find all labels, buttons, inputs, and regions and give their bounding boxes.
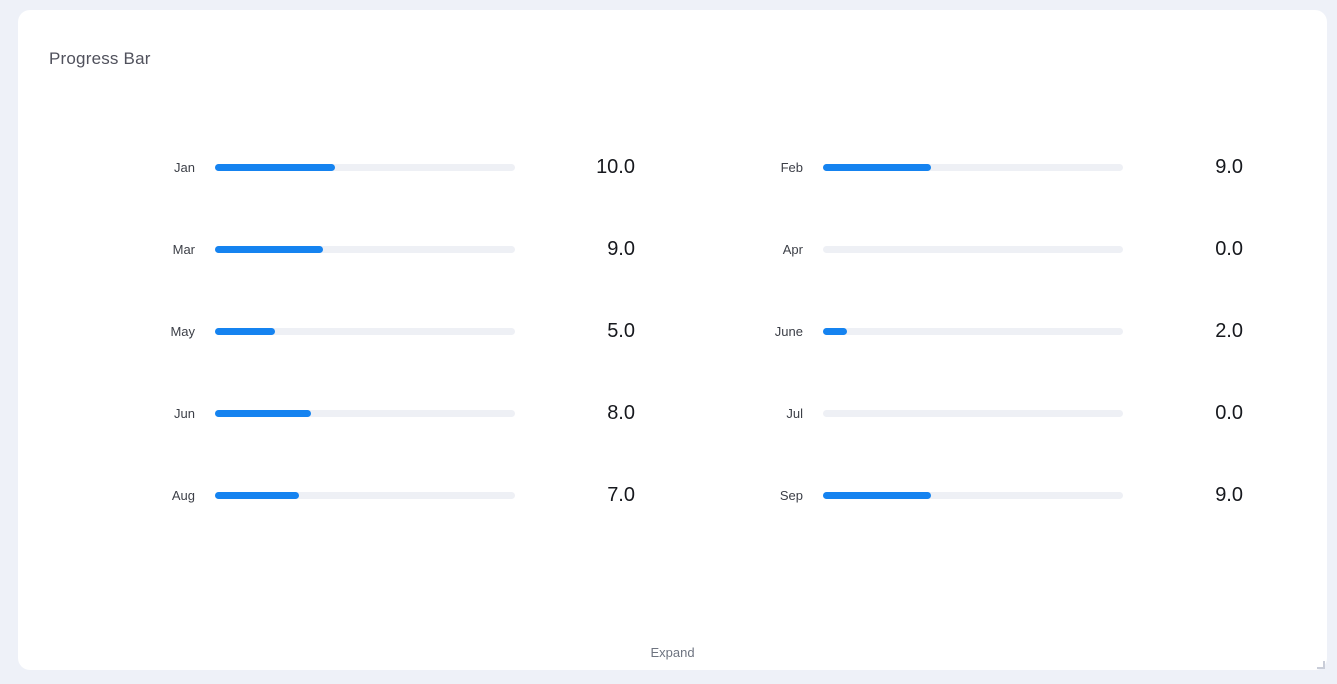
month-label: Feb <box>780 159 803 175</box>
month-label: Jan <box>174 159 195 175</box>
progress-value: 0.0 <box>1215 237 1243 260</box>
resize-handle-icon[interactable] <box>1317 661 1325 669</box>
progress-value: 10.0 <box>596 155 635 178</box>
progress-track <box>823 327 1123 335</box>
progress-bar-widget: Progress Bar Jan 10.0 Feb 9.0 Mar 9.0 Ap… <box>18 10 1327 670</box>
progress-row: Sep 9.0 <box>743 454 1243 536</box>
progress-track <box>215 245 515 253</box>
month-label: Jun <box>174 405 195 421</box>
progress-fill <box>215 327 275 335</box>
progress-value: 8.0 <box>607 401 635 424</box>
progress-track <box>215 327 515 335</box>
expand-button[interactable]: Expand <box>650 645 695 660</box>
progress-track <box>215 409 515 417</box>
progress-fill <box>823 163 931 171</box>
month-label: Sep <box>779 487 803 503</box>
progress-track <box>823 163 1123 171</box>
month-label: Mar <box>172 241 195 257</box>
progress-fill <box>215 163 335 171</box>
progress-track <box>215 163 515 171</box>
progress-fill <box>215 409 311 417</box>
month-label: Apr <box>782 241 803 257</box>
progress-fill <box>823 491 931 499</box>
progress-fill <box>823 327 847 335</box>
progress-row: Jun 8.0 <box>135 372 635 454</box>
progress-row: Jan 10.0 <box>135 126 635 208</box>
progress-value: 0.0 <box>1215 401 1243 424</box>
month-label: Jul <box>786 405 803 421</box>
progress-value: 2.0 <box>1215 319 1243 342</box>
progress-row: Feb 9.0 <box>743 126 1243 208</box>
progress-row: Jul 0.0 <box>743 372 1243 454</box>
progress-value: 5.0 <box>607 319 635 342</box>
widget-title: Progress Bar <box>49 49 151 68</box>
progress-list: Jan 10.0 Feb 9.0 Mar 9.0 Apr 0.0 May 5.0 <box>18 126 1327 536</box>
progress-value: 9.0 <box>607 237 635 260</box>
progress-value: 9.0 <box>1215 155 1243 178</box>
progress-fill <box>215 245 323 253</box>
month-label: Aug <box>171 487 195 503</box>
progress-row: Apr 0.0 <box>743 208 1243 290</box>
progress-track <box>823 245 1123 253</box>
progress-row: May 5.0 <box>135 290 635 372</box>
progress-track <box>823 491 1123 499</box>
month-label: June <box>774 323 803 339</box>
progress-track <box>215 491 515 499</box>
progress-value: 9.0 <box>1215 483 1243 506</box>
progress-fill <box>215 491 299 499</box>
progress-value: 7.0 <box>607 483 635 506</box>
progress-row: Aug 7.0 <box>135 454 635 536</box>
month-label: May <box>170 323 195 339</box>
progress-track <box>823 409 1123 417</box>
progress-row: Mar 9.0 <box>135 208 635 290</box>
progress-row: June 2.0 <box>743 290 1243 372</box>
